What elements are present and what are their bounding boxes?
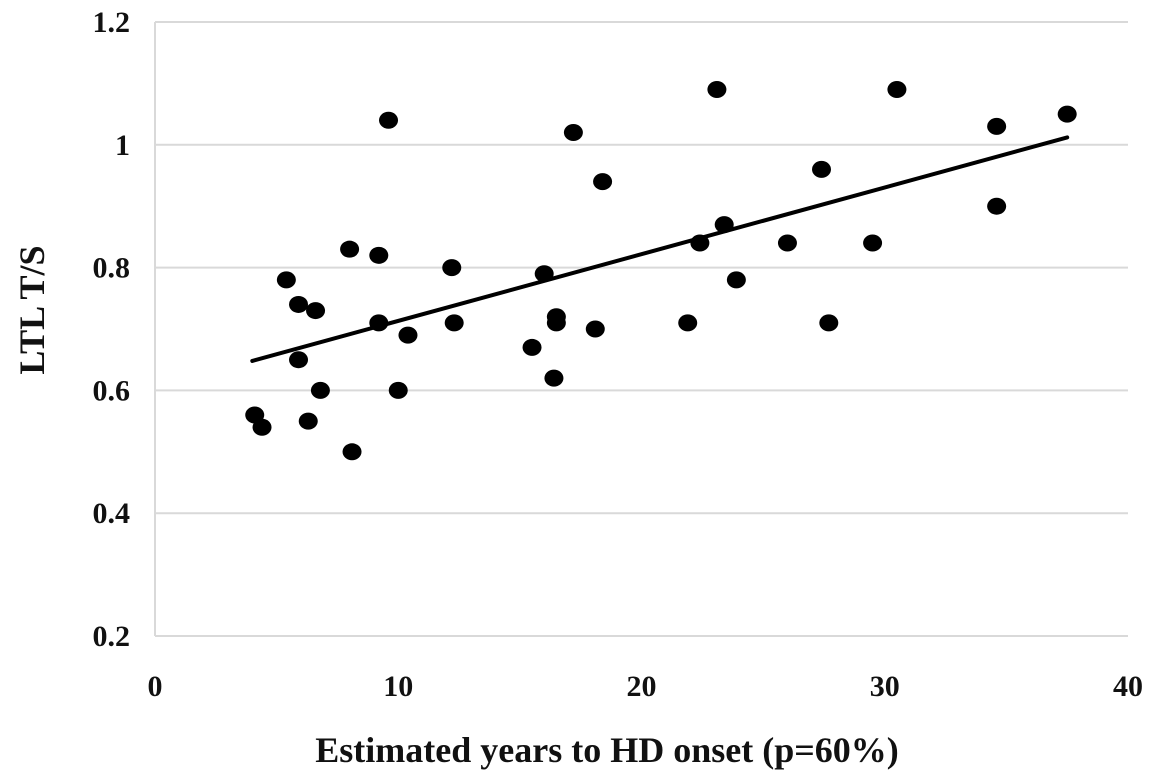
y-axis-title: LTL T/S — [12, 245, 52, 374]
data-point — [585, 320, 605, 338]
y-tick-label: 1.2 — [93, 6, 131, 39]
data-point — [593, 173, 613, 191]
x-tick-label: 30 — [870, 670, 900, 703]
data-point — [289, 351, 309, 369]
data-point — [310, 381, 330, 399]
data-point — [442, 259, 462, 277]
x-tick-label: 40 — [1113, 670, 1143, 703]
data-point — [388, 381, 408, 399]
data-points — [245, 81, 1077, 461]
data-point — [987, 117, 1007, 135]
data-point — [252, 418, 272, 436]
y-tick-labels: 0.2 0.4 0.6 0.8 1 1.2 — [93, 6, 131, 653]
data-point — [987, 197, 1007, 215]
y-tick-label: 0.4 — [93, 497, 131, 530]
data-point — [678, 314, 698, 332]
x-tick-label: 10 — [383, 670, 413, 703]
data-point — [276, 271, 296, 289]
data-point — [544, 369, 564, 387]
data-point — [522, 338, 542, 356]
data-point — [444, 314, 464, 332]
y-tick-label: 0.8 — [93, 252, 131, 285]
data-point — [887, 81, 907, 99]
data-point — [342, 443, 362, 461]
gridlines — [155, 21, 1128, 515]
x-axis-title: Estimated years to HD onset (p=60%) — [315, 730, 898, 770]
data-point — [369, 246, 389, 264]
x-tick-label: 0 — [148, 670, 163, 703]
data-point — [298, 412, 318, 430]
x-tick-label: 20 — [627, 670, 657, 703]
data-point — [289, 295, 309, 313]
data-point — [777, 234, 797, 252]
data-point — [340, 240, 360, 258]
y-tick-label: 1 — [115, 129, 130, 162]
data-point — [379, 111, 399, 129]
data-point — [563, 124, 583, 142]
data-point — [726, 271, 746, 289]
data-point — [1057, 105, 1077, 123]
x-tick-labels: 0 10 20 30 40 — [148, 670, 1144, 703]
data-point — [863, 234, 883, 252]
y-tick-label: 0.2 — [93, 620, 131, 653]
data-point — [707, 81, 727, 99]
trendline — [250, 135, 1070, 363]
data-point — [819, 314, 839, 332]
data-point — [306, 302, 326, 320]
data-point — [812, 160, 832, 178]
y-tick-label: 0.6 — [93, 374, 131, 407]
data-point — [546, 314, 566, 332]
data-point — [398, 326, 418, 344]
